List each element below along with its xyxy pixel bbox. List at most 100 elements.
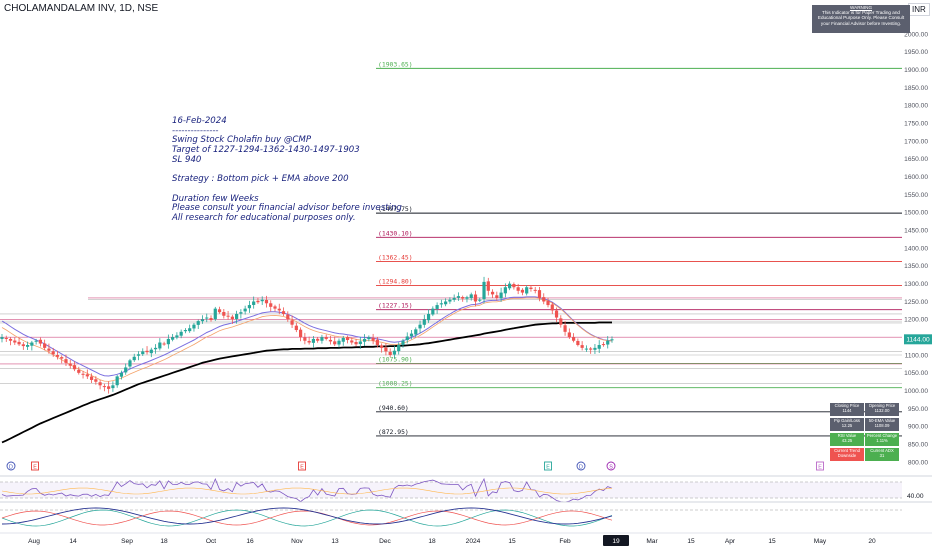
candle-body xyxy=(358,341,362,345)
candle-body xyxy=(30,342,34,346)
note-line: --------------- xyxy=(172,125,219,136)
stat-label: Opening Price xyxy=(868,403,896,408)
event-marker-letter: D xyxy=(579,465,583,471)
stat-closing-price: Closing Price 1144 xyxy=(830,403,864,416)
candle-body xyxy=(559,318,563,325)
target-level-label: (1227.15) xyxy=(378,302,413,310)
candle-body xyxy=(495,295,499,298)
candle-body xyxy=(239,312,243,314)
candle-body xyxy=(426,313,431,321)
candle-body xyxy=(397,345,401,352)
y-tick-label: 1600.00 xyxy=(904,174,928,181)
candle-body xyxy=(0,337,4,339)
candle-body xyxy=(456,296,461,298)
candle-body xyxy=(34,340,38,342)
candle-body xyxy=(209,318,213,321)
y-tick-label: 1350.00 xyxy=(904,263,928,270)
x-tick-label: 18 xyxy=(428,538,436,545)
warning-line: This Indicator is for Paper Trading and xyxy=(822,10,900,16)
y-tick-label: 1500.00 xyxy=(904,210,928,217)
y-tick-label: 850.00 xyxy=(908,441,929,448)
rsi-signal-line xyxy=(1,487,613,495)
candle-body xyxy=(354,342,358,345)
x-tick-label: 14 xyxy=(69,538,77,545)
note-line: Please consult your financial advisor be… xyxy=(172,203,402,214)
candle-body xyxy=(593,347,597,350)
candle-body xyxy=(567,332,571,338)
candle-body xyxy=(162,343,166,345)
stat-ema50: 50-EMA Value 1108.09 xyxy=(865,418,899,431)
candle-body xyxy=(337,340,341,345)
event-marker-letter: D xyxy=(9,465,13,471)
candle-body xyxy=(461,297,465,299)
candle-body xyxy=(303,337,307,341)
candle-body xyxy=(316,338,320,341)
candle-body xyxy=(299,329,303,338)
y-tick-label: 950.00 xyxy=(908,406,929,413)
currency-badge[interactable]: INR xyxy=(908,3,930,16)
stat-label: RSI Value xyxy=(837,433,857,438)
candle-body xyxy=(350,340,354,343)
stat-percent-change: Percent Change 1.11% xyxy=(865,433,899,446)
candle-body xyxy=(290,320,294,325)
candle-body xyxy=(222,311,226,316)
ema200-line xyxy=(1,321,612,444)
stat-value: 43.25 xyxy=(841,437,853,443)
y-tick-label: 1750.00 xyxy=(904,120,928,127)
y-tick-label: 1550.00 xyxy=(904,192,928,199)
support-resistance-lines xyxy=(0,297,902,384)
candle-body xyxy=(128,360,132,367)
candle-body xyxy=(188,328,192,332)
candle-body xyxy=(392,350,397,355)
symbol-title[interactable]: CHOLAMANDALAM INV, 1D, NSE xyxy=(4,3,159,14)
candle-body xyxy=(520,289,525,293)
candle-body xyxy=(597,345,601,349)
candle-body xyxy=(380,345,384,348)
x-tick-label: 15 xyxy=(768,538,776,545)
x-tick-label: Aug xyxy=(28,538,40,545)
candle-body xyxy=(328,339,333,342)
candle-body xyxy=(307,340,311,343)
candle-body xyxy=(158,342,162,349)
x-tick-label: 2024 xyxy=(466,538,481,545)
stat-label: 50-EMA Value xyxy=(868,418,896,423)
dividend-icon xyxy=(6,461,16,471)
candle-body xyxy=(94,379,98,382)
di-plus-line xyxy=(1,509,613,527)
ema200-path xyxy=(1,321,612,444)
candle-body xyxy=(422,319,426,325)
trade-note: 16-Feb-2024 --------------- Swing Stock … xyxy=(172,116,402,224)
target-level-label: (1903.65) xyxy=(378,60,413,68)
current-date-tag xyxy=(603,535,629,546)
stat-trend: Current Trend Downside xyxy=(830,448,864,461)
candle-body xyxy=(448,299,452,302)
x-tick-label: 20 xyxy=(868,538,876,545)
y-tick-label: 1000.00 xyxy=(904,388,928,395)
candle-body xyxy=(171,337,175,340)
candle-body xyxy=(469,294,473,299)
candle-body xyxy=(546,300,550,306)
candle-body xyxy=(576,340,580,346)
candle-body xyxy=(294,325,298,331)
candle-body xyxy=(431,308,435,315)
candle-body xyxy=(465,297,469,299)
ema-lines xyxy=(1,296,613,382)
candle-body xyxy=(260,299,264,302)
y-tick-label: 1050.00 xyxy=(904,370,928,377)
candle-body xyxy=(452,297,456,300)
candle-body xyxy=(183,330,188,332)
candle-body xyxy=(516,287,520,291)
current-date-label: 19 xyxy=(612,538,620,545)
candle-body xyxy=(525,287,529,294)
event-marker-letter: E xyxy=(818,465,822,471)
candle-body xyxy=(132,356,136,361)
note-line: SL 940 xyxy=(172,154,202,165)
candle-body xyxy=(72,365,77,370)
candle-body xyxy=(141,351,145,355)
candle-body xyxy=(405,336,409,341)
candle-body xyxy=(490,291,495,295)
y-tick-label: 1400.00 xyxy=(904,245,928,252)
rsi-band xyxy=(0,482,902,498)
candle-body xyxy=(362,338,367,342)
